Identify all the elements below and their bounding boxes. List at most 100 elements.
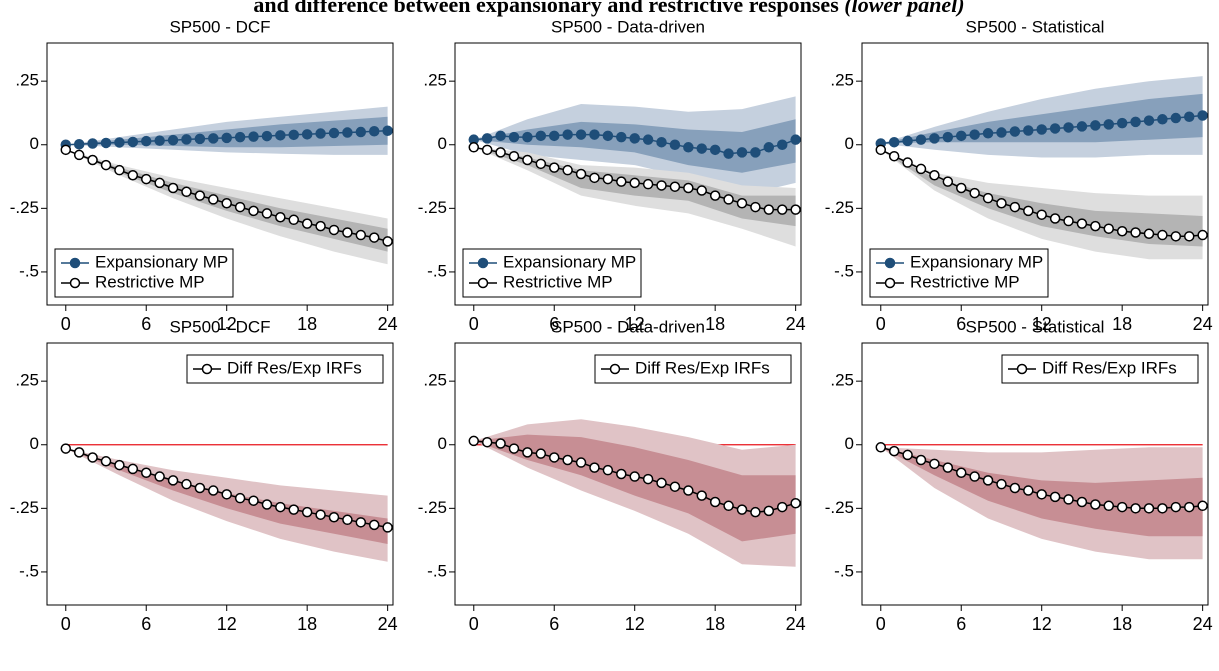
marker: [629, 471, 640, 482]
panel-title: SP500 - DCF: [169, 317, 270, 336]
marker: [167, 134, 179, 146]
marker: [763, 505, 775, 517]
legend-marker: [477, 277, 489, 289]
marker: [261, 130, 273, 142]
marker: [915, 134, 927, 145]
marker: [969, 187, 980, 199]
title-main: and difference between expansionary and …: [253, 0, 839, 17]
legend-label: Diff Res/Exp IRFs: [635, 358, 770, 377]
marker: [616, 131, 627, 143]
marker: [328, 127, 340, 139]
marker: [1170, 231, 1182, 242]
marker: [955, 182, 967, 194]
plot-frame: [861, 42, 1209, 306]
x-tick-label: 24: [378, 614, 398, 634]
marker: [1063, 215, 1074, 227]
marker: [669, 139, 681, 150]
panel-title: SP500 - Data-driven: [551, 17, 705, 36]
y-tick-label: 0: [845, 434, 854, 453]
y-tick-label: -.5: [834, 561, 854, 580]
marker: [616, 176, 627, 187]
marker: [942, 131, 954, 143]
x-tick-label: 0: [61, 614, 71, 634]
marker: [522, 447, 533, 458]
marker: [696, 185, 708, 196]
marker: [642, 473, 654, 485]
marker: [763, 204, 775, 215]
marker: [709, 190, 721, 201]
marker: [656, 180, 667, 191]
marker: [1116, 225, 1128, 237]
legend-marker: [609, 363, 621, 375]
marker: [248, 495, 259, 506]
marker: [248, 205, 259, 217]
y-tick-label: -.25: [418, 198, 447, 217]
legend-label: Expansionary MP: [503, 252, 636, 271]
marker: [522, 154, 533, 166]
marker: [87, 154, 98, 166]
marker: [140, 135, 152, 147]
marker: [669, 481, 681, 492]
x-tick-label: 18: [1112, 614, 1132, 634]
marker: [181, 186, 192, 198]
legend-label: Diff Res/Exp IRFs: [1042, 358, 1177, 377]
x-tick-label: 0: [61, 314, 71, 334]
y-tick-label: -.25: [825, 198, 854, 217]
marker: [982, 128, 994, 139]
marker: [301, 129, 313, 140]
marker: [656, 136, 667, 148]
marker: [1143, 115, 1155, 126]
x-tick-label: 24: [1193, 314, 1213, 334]
plot-frame: [454, 42, 802, 306]
title-note: (lower panel): [844, 0, 964, 17]
marker: [495, 147, 506, 158]
marker: [1009, 201, 1021, 213]
marker: [1036, 124, 1047, 135]
legend-box: [462, 248, 642, 298]
marker: [602, 130, 614, 142]
marker: [87, 452, 98, 463]
marker: [208, 133, 219, 144]
marker: [1049, 491, 1061, 503]
marker: [234, 492, 246, 504]
marker: [942, 176, 954, 187]
marker: [723, 500, 734, 512]
marker: [776, 501, 788, 513]
marker: [902, 449, 913, 461]
marker: [1130, 503, 1141, 514]
marker: [656, 477, 667, 489]
marker: [602, 173, 614, 185]
x-tick-label: 6: [549, 614, 559, 634]
x-tick-label: 18: [705, 614, 725, 634]
x-tick-label: 18: [297, 314, 317, 334]
y-tick-label: -.25: [825, 498, 854, 517]
marker: [1183, 111, 1195, 123]
marker: [736, 147, 748, 158]
marker: [522, 131, 533, 143]
marker: [1063, 122, 1074, 133]
marker: [208, 194, 219, 205]
marker: [328, 511, 340, 523]
marker: [736, 198, 748, 209]
panel: SP500 - Statistical .25 0 -.25 -.5 0 6 12 18 24 Ex…: [825, 17, 1213, 333]
marker: [969, 471, 980, 482]
marker: [508, 150, 520, 162]
x-tick-label: 18: [297, 614, 317, 634]
marker: [575, 457, 587, 468]
y-tick-label: -.5: [19, 561, 39, 580]
x-tick-label: 6: [956, 314, 966, 334]
marker: [194, 190, 206, 201]
legend-label: Restrictive MP: [95, 272, 205, 291]
marker: [790, 204, 801, 215]
marker: [1183, 231, 1195, 242]
marker: [1103, 119, 1115, 130]
plot-frame: [861, 342, 1209, 606]
marker: [548, 130, 560, 142]
marker: [1103, 500, 1115, 512]
x-tick-label: 6: [956, 614, 966, 634]
marker: [915, 163, 927, 175]
marker: [288, 504, 300, 515]
marker: [508, 131, 520, 143]
marker: [114, 137, 125, 148]
